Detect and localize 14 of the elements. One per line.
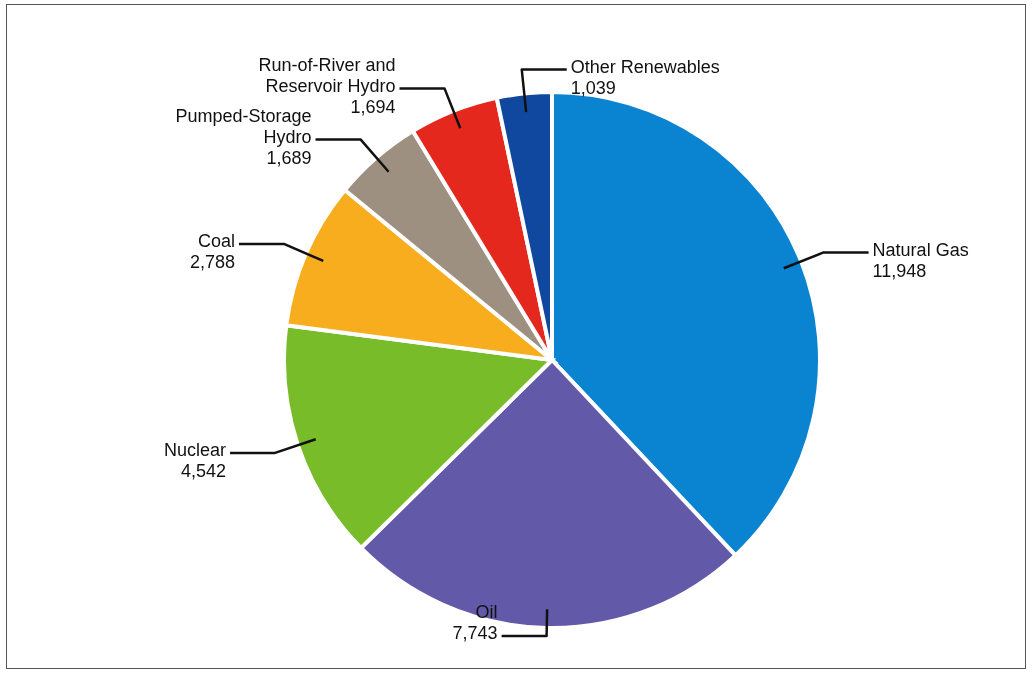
slice-label: Nuclear [164,440,227,461]
data-label: 11,948 [872,260,927,281]
slice-label: Coal [197,231,235,252]
data-label: 7,743 [452,623,498,644]
slice-label: Oil [475,602,498,623]
data-label: 1,039 [570,77,616,98]
data-label: 1,689 [266,147,312,168]
data-label: 2,788 [189,252,235,273]
slice-label: Other Renewables [570,56,720,77]
slice-label: Pumped-Storage Hydro [175,105,312,147]
data-label: 4,542 [181,461,227,482]
data-label: 1,694 [350,96,396,117]
slice-label: Run-of-River and Reservoir Hydro [258,54,396,96]
slice-label: Natural Gas [872,239,969,260]
